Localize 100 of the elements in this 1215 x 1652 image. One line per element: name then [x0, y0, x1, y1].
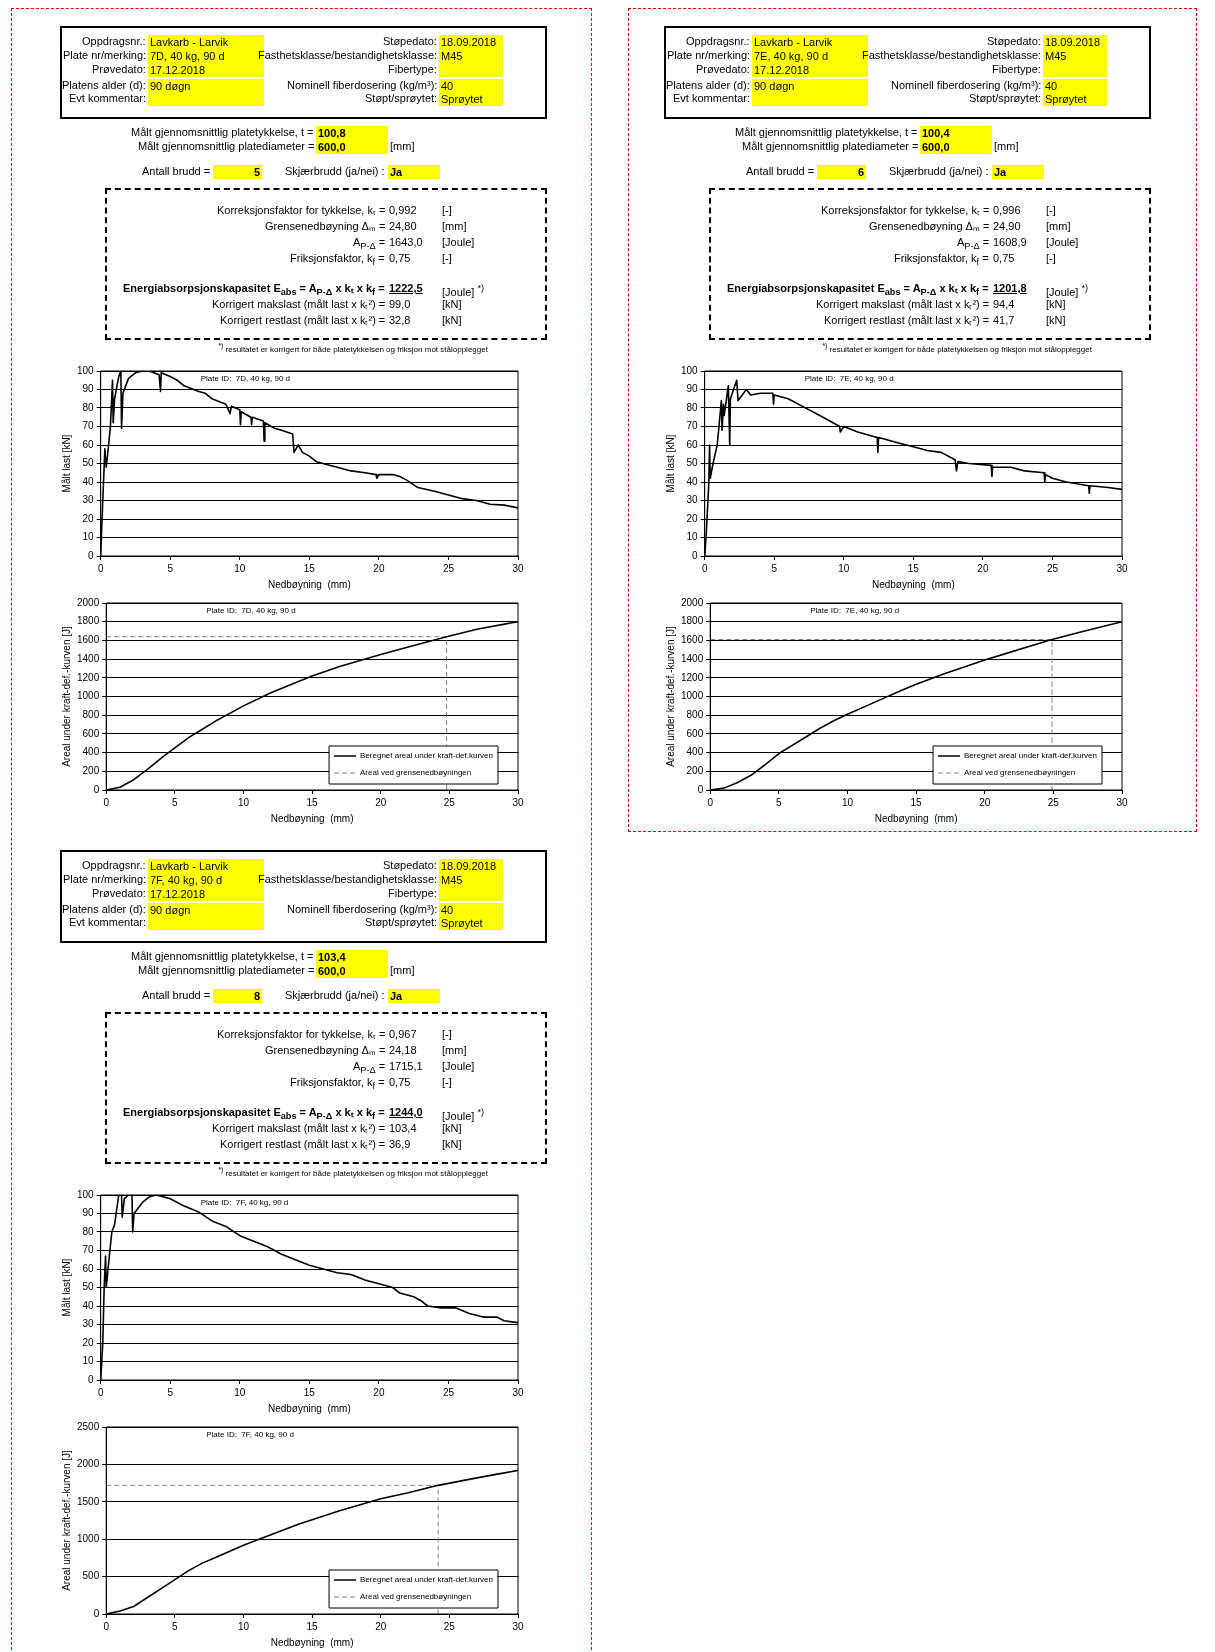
text: Nominell fiberdosering (kg/m³): [287, 903, 438, 916]
text: Støpt/sprøytet: [365, 916, 438, 929]
y-tick-label: 90 [82, 383, 95, 395]
text: Grensenedbøyning Δₘ = [869, 220, 990, 233]
text: [mm] [442, 1044, 467, 1057]
text: [kN] [1046, 298, 1066, 311]
text: 18.09.2018 [439, 35, 503, 49]
y-tick-label: 50 [82, 1281, 95, 1293]
text: 100,4 [920, 126, 992, 140]
x-axis-title: Nedbøyning (mm) [267, 1402, 351, 1414]
y-tick-label: 2000 [77, 596, 100, 608]
x-tick-label: 25 [443, 796, 456, 808]
y-tick-label: 60 [82, 1262, 95, 1274]
y-tick-label: 2000 [681, 596, 704, 608]
x-tick-label: 10 [237, 1620, 250, 1632]
text: [Joule] $^{*)}$ [442, 282, 485, 299]
y-axis-title: Areal under kraft-def.-kurven [J] [664, 625, 676, 767]
text: Støpedato: [383, 35, 437, 48]
y-axis-title: Areal under kraft-def.-kurven [J] [60, 625, 72, 767]
text: 40 [439, 903, 503, 917]
text: 41,7 [993, 314, 1015, 327]
text: Målt gjennomsnittlig platetykkelse, t = [131, 126, 314, 139]
text: Energiabsorpsjonskapasitet E$_{abs}$ = A$_{P-Δ}$ x kₜ x k$_{f}$ = [123, 1106, 385, 1123]
y-tick-label: 500 [82, 1570, 100, 1582]
y-tick-label: 90 [686, 383, 699, 395]
text: 24,18 [389, 1044, 417, 1057]
text: [Joule] [1046, 236, 1079, 249]
text: 100,8 [316, 126, 388, 140]
text: [kN] [442, 1138, 462, 1151]
y-tick-label: 10 [686, 531, 699, 543]
text: 90 døgn [752, 79, 868, 93]
text: A$_{P-Δ}$ = [353, 236, 386, 254]
y-tick-label: 90 [82, 1207, 95, 1219]
y-tick-label: 20 [686, 512, 699, 524]
text: Platens alder (d): [62, 79, 146, 92]
text: Friksjonsfaktor, k$_{f}$ = [894, 252, 989, 270]
x-tick-label: 30 [512, 1620, 524, 1632]
text: Evt kommentar: [673, 92, 751, 105]
text: Platens alder (d): [62, 903, 146, 916]
text: Målt gjennomsnittlig platediameter = [138, 964, 315, 977]
legend-label: Beregnet areal under kraft-def.kurven [360, 751, 493, 761]
text: 99,0 [389, 298, 411, 311]
text: Ja [388, 165, 440, 179]
x-tick-label: 20 [375, 796, 387, 808]
text: Målt gjennomsnittlig platetykkelse, t = [131, 950, 314, 963]
text: 600,0 [920, 140, 992, 154]
text: [mm] [1046, 220, 1071, 233]
y-tick-label: 40 [82, 1299, 95, 1311]
x-tick-label: 30 [512, 1386, 524, 1398]
text: M45 [1043, 49, 1107, 63]
x-axis-title: Nedbøyning (mm) [270, 1636, 354, 1648]
text: 17.12.2018 [148, 887, 264, 901]
text: [kN] [442, 314, 462, 327]
y-axis-title: Målt last [kN] [60, 1258, 72, 1317]
y-tick-label: 600 [686, 727, 704, 739]
x-axis-title: Nedbøyning (mm) [270, 812, 354, 824]
text: Lavkarb - Larvik [148, 35, 264, 49]
text: Korrigert makslast (målt last x kₜ²) = [212, 298, 386, 311]
text: Skjærbrudd (ja/nei) : [889, 165, 989, 178]
x-tick-label: 25 [1047, 796, 1060, 808]
text: Nominell fiberdosering (kg/m³): [891, 79, 1042, 92]
text: A$_{P-Δ}$ = [957, 236, 990, 254]
y-tick-label: 30 [686, 494, 699, 506]
legend-label: Areal ved grensenedbøyningen [964, 768, 1076, 778]
text: [mm] [390, 964, 415, 977]
text: Målt gjennomsnittlig platediameter = [138, 140, 315, 153]
text: 7F, 40 kg, 90 d [150, 874, 223, 886]
y-tick-label: 100 [77, 364, 95, 376]
text: 8 [213, 989, 262, 1003]
text: 40 [1043, 79, 1107, 93]
x-tick-label: 5 [172, 1620, 179, 1632]
y-tick-label: 2000 [77, 1458, 100, 1470]
text: [mm] [994, 140, 1019, 153]
text: [-] [1046, 252, 1056, 265]
text: Friksjonsfaktor, k$_{f}$ = [290, 1076, 385, 1094]
y-axis-title: Målt last [kN] [60, 434, 72, 493]
text: 1201,8 [993, 282, 1027, 295]
x-tick-label: 0 [103, 796, 110, 808]
x-tick-label: 5 [172, 796, 179, 808]
text: 600,0 [316, 964, 388, 978]
y-tick-label: 1800 [681, 615, 704, 627]
text: Støpt/sprøytet: [969, 92, 1042, 105]
text: 90 døgn [148, 903, 264, 917]
y-tick-label: 50 [82, 457, 95, 469]
x-tick-label: 10 [234, 562, 246, 574]
y-tick-label: 1400 [681, 652, 704, 664]
y-tick-label: 800 [82, 708, 100, 720]
text: Korrigert restlast (målt last x kₜ²) = [220, 314, 386, 327]
x-tick-label: 25 [1046, 562, 1059, 574]
chart-title: Plate ID: 7D, 40 kg, 90 d [200, 374, 291, 384]
text: Målt gjennomsnittlig platetykkelse, t = [735, 126, 918, 139]
text: Oppdragsnr.: [82, 35, 146, 48]
x-tick-label: 30 [1116, 796, 1128, 808]
text: 5 [213, 165, 262, 179]
text: Korrigert restlast (målt last x kₜ²) = [220, 1138, 386, 1151]
y-tick-label: 20 [82, 512, 95, 524]
text: Energiabsorpsjonskapasitet E$_{abs}$ = A$_{P-Δ}$ x kₜ x k$_{f}$ = [727, 282, 989, 299]
y-tick-label: 60 [82, 438, 95, 450]
text: [mm] [442, 220, 467, 233]
x-axis-title: Nedbøyning (mm) [874, 812, 958, 824]
